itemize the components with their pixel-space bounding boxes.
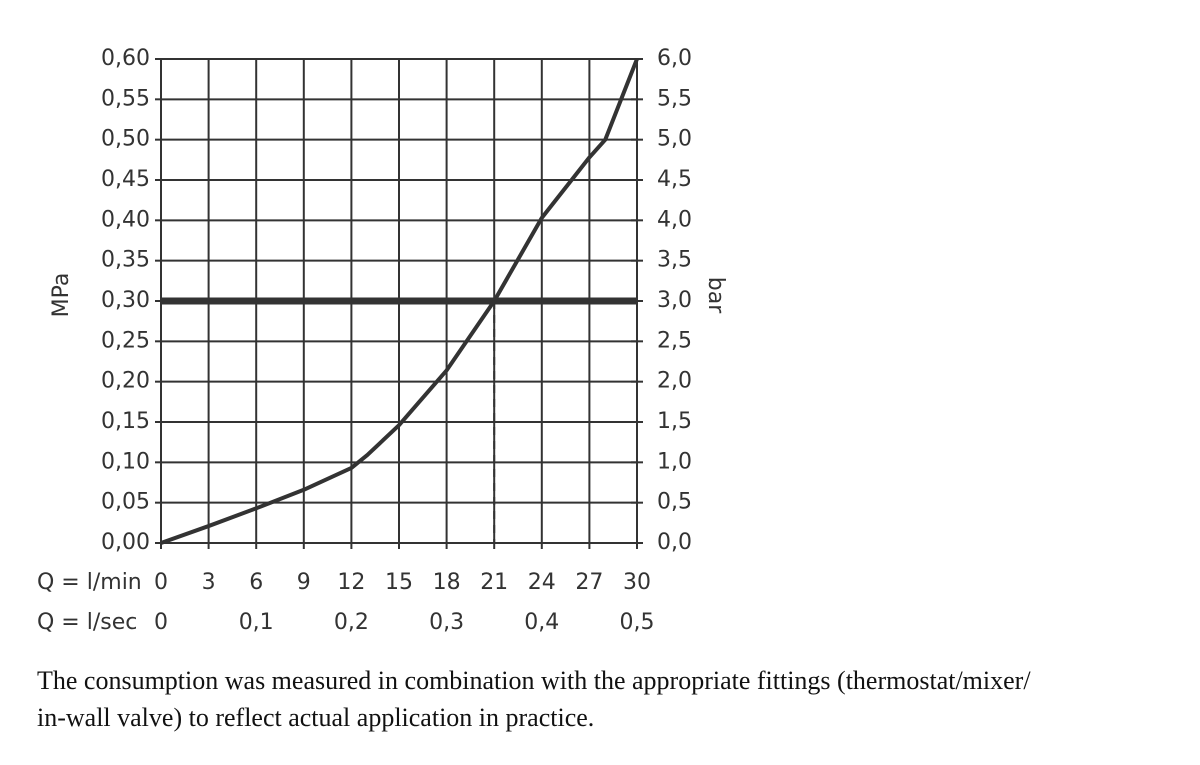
y2-tick-label: 2,5 (657, 328, 692, 353)
y2-tick-label: 4,0 (657, 207, 692, 232)
x2-tick-label: 0,3 (429, 610, 464, 635)
y-tick-label: 0,10 (101, 449, 150, 474)
y2-tick-label: 0,5 (657, 490, 692, 515)
x-tick-label: 30 (623, 570, 651, 595)
y2-tick-label: 6,0 (657, 46, 692, 71)
chart: MPa bar Q = l/min Q = l/sec 0,000,050,10… (37, 46, 728, 635)
y-tick-label: 0,15 (101, 409, 150, 434)
x-tick-label: 3 (202, 570, 216, 595)
y-tick-label: 0,50 (101, 127, 150, 152)
y-tick-label: 0,60 (101, 46, 150, 71)
caption-line: The consumption was measured in combinat… (37, 666, 1031, 695)
x-tick-label: 12 (337, 570, 365, 595)
y2-tick-label: 4,5 (657, 167, 692, 192)
y-tick-label: 0,55 (101, 86, 150, 111)
y2-tick-label: 0,0 (657, 530, 692, 555)
y2-tick-label: 3,0 (657, 288, 692, 313)
y2-tick-label: 5,5 (657, 86, 692, 111)
x-tick-label: 21 (480, 570, 508, 595)
y-tick-label: 0,20 (101, 369, 150, 394)
caption-line: in-wall valve) to reflect actual applica… (37, 703, 595, 732)
y-tick-label: 0,35 (101, 248, 150, 273)
x-tick-label: 18 (433, 570, 461, 595)
x-tick-label: 24 (528, 570, 556, 595)
x-tick-label: 0 (154, 570, 168, 595)
x-tick-label: 27 (575, 570, 603, 595)
x2-axis-label: Q = l/sec (37, 610, 137, 635)
y-tick-label: 0,30 (101, 288, 150, 313)
x2-tick-label: 0 (154, 610, 168, 635)
y2-tick-label: 5,0 (657, 127, 692, 152)
y-tick-label: 0,45 (101, 167, 150, 192)
y2-axis-label: bar (703, 277, 728, 314)
y-tick-label: 0,05 (101, 490, 150, 515)
x2-tick-label: 0,2 (334, 610, 369, 635)
y2-tick-label: 3,5 (657, 248, 692, 273)
x-tick-label: 15 (385, 570, 413, 595)
y2-tick-label: 1,5 (657, 409, 692, 434)
x-tick-label: 6 (249, 570, 263, 595)
y-tick-label: 0,25 (101, 328, 150, 353)
y-tick-label: 0,40 (101, 207, 150, 232)
y-tick-label: 0,00 (101, 530, 150, 555)
x2-tick-label: 0,4 (524, 610, 559, 635)
y-axis-label: MPa (49, 273, 74, 318)
x-axis-label: Q = l/min (37, 570, 142, 595)
x-tick-label: 9 (297, 570, 311, 595)
curve (160, 58, 639, 545)
y2-tick-label: 1,0 (657, 449, 692, 474)
y2-tick-label: 2,0 (657, 369, 692, 394)
x2-tick-label: 0,5 (620, 610, 655, 635)
x2-tick-label: 0,1 (239, 610, 274, 635)
